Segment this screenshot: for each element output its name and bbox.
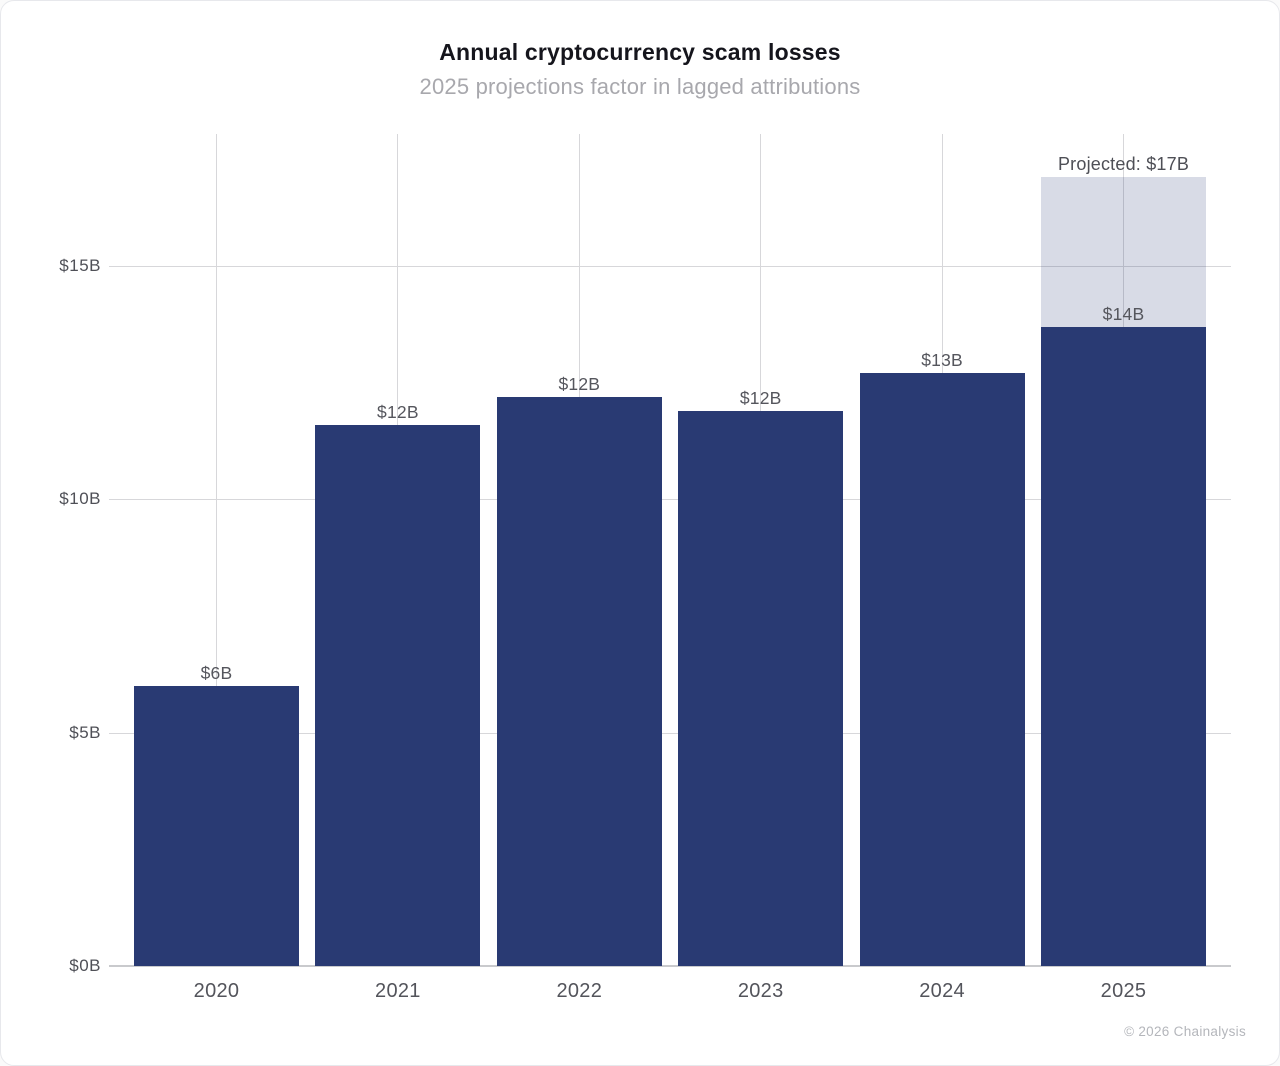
bar-value-label-2025: $14B xyxy=(1102,303,1145,324)
y-tick-0b: $0B xyxy=(69,956,101,975)
gridline-h-15b xyxy=(109,266,1231,267)
bar-value-label-2022: $12B xyxy=(558,373,601,394)
bar-value-label-2021: $12B xyxy=(377,401,419,422)
x-tick-2021: 2021 xyxy=(375,980,421,1002)
y-tick-15b: $15B xyxy=(59,256,101,275)
x-tick-2025: 2025 xyxy=(1100,980,1147,1002)
gridline-h-10b xyxy=(109,499,1231,501)
chart-subtitle: 2025 projections factor in lagged attrib… xyxy=(419,74,861,99)
bar-2020 xyxy=(134,686,299,966)
bar-2025 xyxy=(1041,326,1206,966)
y-tick-10b: $10B xyxy=(59,489,101,509)
x-tick-2024: 2024 xyxy=(919,980,965,1002)
bar-value-label-2024: $13B xyxy=(921,350,963,371)
x-tick-2020: 2020 xyxy=(193,980,240,1002)
bar-value-label-2020: $6B xyxy=(200,663,233,683)
x-axis-baseline xyxy=(109,965,1231,967)
bar-2022 xyxy=(496,396,662,966)
bar-2021 xyxy=(315,424,481,966)
bar-projected-2025 xyxy=(1041,177,1206,327)
copyright-credit: © 2026 Chainalysis xyxy=(1124,1024,1246,1039)
x-tick-2022: 2022 xyxy=(556,980,603,1002)
bar-value-label-2023: $12B xyxy=(739,387,782,408)
x-tick-2023: 2023 xyxy=(737,980,784,1002)
chart-title: Annual cryptocurrency scam losses xyxy=(439,39,841,65)
gridline-v-2020 xyxy=(216,134,217,966)
gridline-h-5b xyxy=(109,732,1231,734)
bar-2023 xyxy=(678,410,844,966)
y-tick-5b: $5B xyxy=(69,722,101,742)
bar-2024 xyxy=(859,373,1025,966)
projection-annotation: Projected: $17B xyxy=(1057,154,1190,175)
